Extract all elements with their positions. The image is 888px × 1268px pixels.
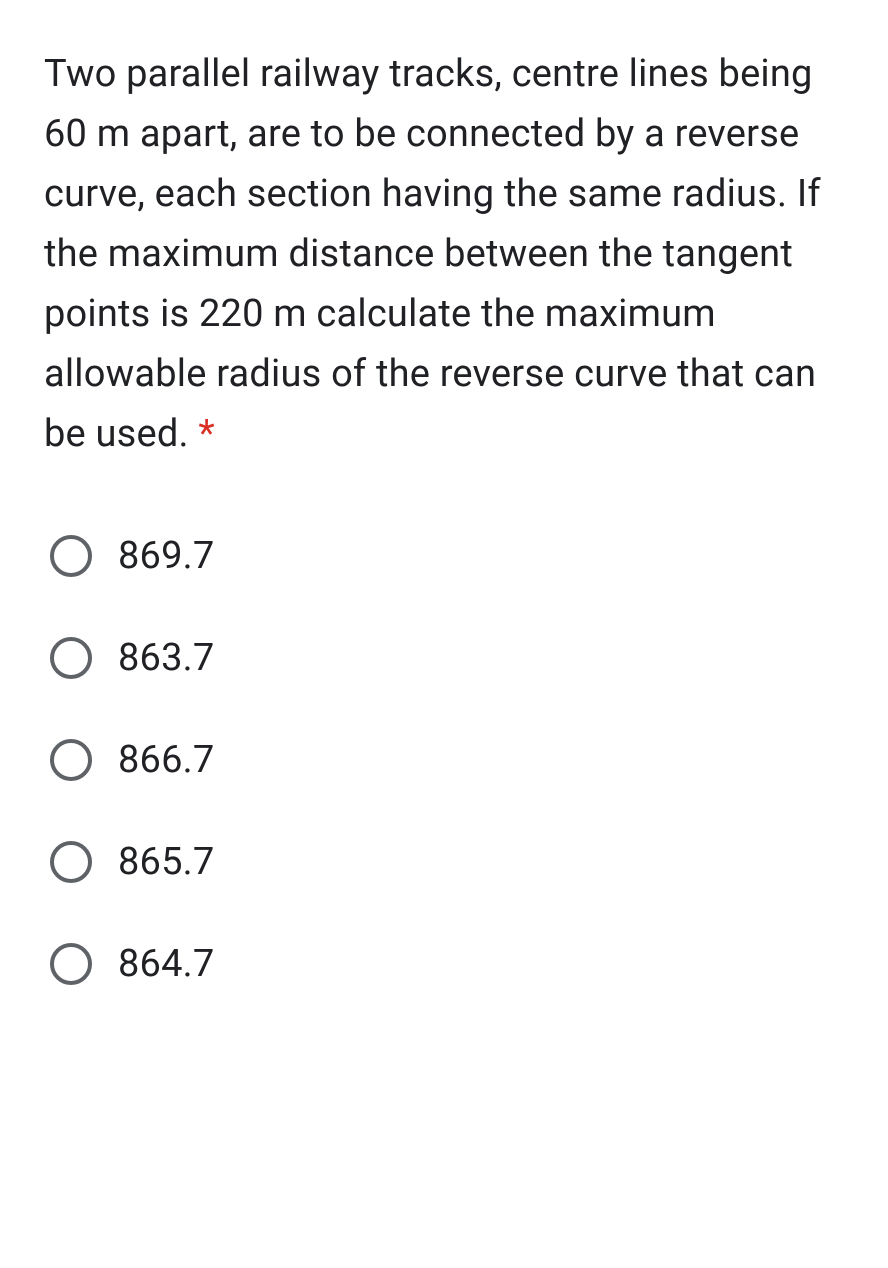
radio-option-0[interactable]: 869.7 [50, 534, 844, 578]
radio-circle-icon [50, 739, 92, 781]
radio-circle-icon [50, 637, 92, 679]
question-body: Two parallel railway tracks, centre line… [44, 52, 821, 456]
option-label: 863.7 [118, 636, 214, 680]
option-label: 865.7 [118, 840, 214, 884]
option-label: 869.7 [118, 534, 214, 578]
radio-circle-icon [50, 943, 92, 985]
question-text: Two parallel railway tracks, centre line… [44, 44, 844, 464]
required-asterisk: * [198, 412, 215, 456]
option-label: 866.7 [118, 738, 214, 782]
options-container: 869.7 863.7 866.7 865.7 864.7 [44, 534, 844, 986]
option-label: 864.7 [118, 942, 214, 986]
radio-option-2[interactable]: 866.7 [50, 738, 844, 782]
radio-circle-icon [50, 535, 92, 577]
radio-option-4[interactable]: 864.7 [50, 942, 844, 986]
radio-option-1[interactable]: 863.7 [50, 636, 844, 680]
radio-option-3[interactable]: 865.7 [50, 840, 844, 884]
radio-circle-icon [50, 841, 92, 883]
